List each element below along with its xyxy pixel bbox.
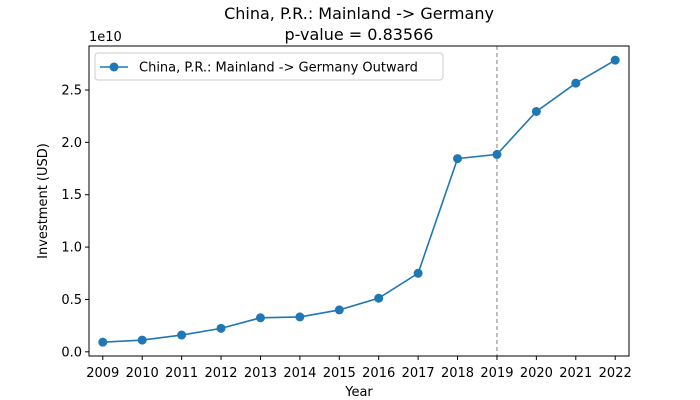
x-axis-label: Year — [344, 385, 373, 400]
data-point — [413, 268, 423, 278]
data-point — [295, 312, 305, 322]
x-tick-label: 2010 — [126, 366, 159, 381]
y-tick-label: 1.0 — [61, 241, 82, 256]
chart-subtitle-pvalue: p-value = 0.83566 — [285, 25, 434, 44]
x-tick-label: 2015 — [323, 366, 356, 381]
x-tick-label: 2012 — [204, 366, 237, 381]
x-tick-label: 2017 — [402, 366, 435, 381]
y-tick-label: 1.5 — [61, 188, 82, 203]
x-tick-label: 2011 — [165, 366, 198, 381]
series-group — [98, 55, 620, 347]
x-tick-label: 2014 — [283, 366, 316, 381]
data-point — [137, 335, 147, 345]
legend: China, P.R.: Mainland -> Germany Outward — [94, 52, 444, 81]
x-tick-label: 2021 — [559, 366, 592, 381]
chart-title-group: China, P.R.: Mainland -> Germany p-value… — [224, 4, 494, 44]
x-tick-label: 2016 — [362, 366, 395, 381]
data-point — [492, 149, 502, 159]
legend-series-marker — [109, 62, 119, 72]
x-tick-label: 2019 — [480, 366, 513, 381]
legend-series-label: China, P.R.: Mainland -> Germany Outward — [139, 61, 418, 76]
plot-area-frame — [88, 45, 630, 357]
chart-title: China, P.R.: Mainland -> Germany — [224, 4, 494, 23]
y-axis-label: Investment (USD) — [36, 143, 51, 259]
y-tick-label: 2.5 — [61, 83, 82, 98]
series-line — [102, 59, 616, 343]
data-point — [216, 323, 226, 333]
data-point — [255, 313, 265, 323]
data-point — [98, 337, 108, 347]
x-tick-label: 2009 — [86, 366, 119, 381]
x-tick-label: 2022 — [599, 366, 632, 381]
data-point — [177, 330, 187, 340]
data-point — [610, 55, 620, 65]
data-point — [531, 106, 541, 116]
y-tick-label: 0.0 — [61, 345, 82, 360]
x-tick-label: 2020 — [520, 366, 553, 381]
data-point — [453, 154, 463, 164]
y-axis-offset-label: 1e10 — [89, 30, 122, 45]
data-point — [571, 78, 581, 88]
x-tick-label: 2013 — [244, 366, 277, 381]
y-axis-ticks: 0.0 0.5 1.0 1.5 2.0 2.5 — [61, 83, 89, 360]
data-point — [334, 305, 344, 315]
y-tick-label: 0.5 — [61, 293, 82, 308]
y-tick-label: 2.0 — [61, 136, 82, 151]
legend-box — [94, 52, 444, 81]
x-axis-ticks: 2009 2010 2011 2012 2013 2014 2015 2016 2017 2018… — [86, 356, 632, 381]
x-tick-label: 2018 — [441, 366, 474, 381]
data-point — [374, 293, 384, 303]
